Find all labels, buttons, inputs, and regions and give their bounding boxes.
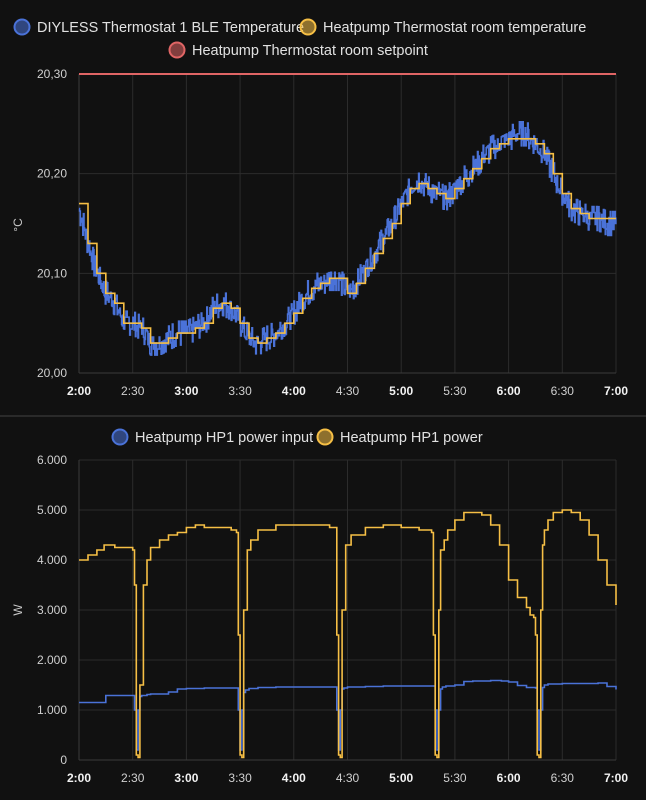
series-line-2 [79, 138, 616, 344]
legend-label: DIYLESS Thermostat 1 BLE Temperature [37, 20, 304, 36]
series-line-1 [78, 121, 617, 356]
y-axis-title: W [11, 604, 25, 616]
x-tick-label: 6:30 [551, 771, 575, 785]
temperature-chart: 20,00 20,10 20,20 20,30 2:00 2:30 3:00 3:30 4:00… [11, 18, 628, 398]
y-tick-label: 2.000 [37, 653, 67, 667]
legend-marker [13, 18, 31, 36]
x-tick-label: 4:30 [336, 771, 360, 785]
y-tick-label: 20,20 [37, 167, 67, 181]
y-axis-title: °C [11, 218, 25, 232]
x-tick-label: 5:00 [389, 771, 413, 785]
x-tick-label: 6:30 [551, 384, 575, 398]
y-tick-label: 1.000 [37, 703, 67, 717]
x-tick-label: 3:30 [228, 384, 252, 398]
x-tick-label: 2:30 [121, 771, 145, 785]
x-tick-label: 4:00 [282, 771, 306, 785]
legend-marker [111, 428, 129, 446]
x-tick-label: 7:00 [604, 384, 628, 398]
x-tick-label: 6:00 [497, 771, 521, 785]
y-tick-label: 20,00 [37, 366, 67, 380]
x-tick-label: 4:00 [282, 384, 306, 398]
legend-label: Heatpump Thermostat room setpoint [192, 43, 428, 59]
y-tick-label: 20,10 [37, 266, 67, 280]
x-tick-label: 4:30 [336, 384, 360, 398]
legend-label: Heatpump Thermostat room temperature [323, 20, 586, 36]
power-chart: 0 1.000 2.000 3.000 4.000 5.000 6.000 2:00 2:30 3… [11, 428, 628, 785]
x-tick-label: 5:30 [443, 384, 467, 398]
x-tick-label: 3:00 [174, 771, 198, 785]
legend-label: Heatpump HP1 power [340, 430, 483, 446]
x-tick-label: 3:00 [174, 384, 198, 398]
x-tick-label: 5:00 [389, 384, 413, 398]
x-tick-label: 3:30 [228, 771, 252, 785]
y-tick-label: 20,30 [37, 67, 67, 81]
y-tick-label: 5.000 [37, 503, 67, 517]
legend-marker [299, 18, 317, 36]
x-tick-label: 7:00 [604, 771, 628, 785]
x-tick-label: 6:00 [497, 384, 521, 398]
y-tick-label: 0 [60, 753, 67, 767]
x-tick-label: 5:30 [443, 771, 467, 785]
y-tick-label: 3.000 [37, 603, 67, 617]
legend-item[interactable]: DIYLESS Thermostat 1 BLE Temperature [13, 18, 305, 37]
x-tick-label: 2:00 [67, 384, 91, 398]
legend-item[interactable]: Heatpump Thermostat room setpoint [168, 41, 428, 60]
legend-marker [316, 428, 334, 446]
legend-item[interactable]: Heatpump HP1 power [316, 428, 483, 447]
legend-marker [168, 41, 186, 59]
x-tick-label: 2:30 [121, 384, 145, 398]
x-tick-label: 2:00 [67, 771, 91, 785]
legend-item[interactable]: Heatpump HP1 power input [111, 428, 314, 447]
legend-item[interactable]: Heatpump Thermostat room temperature [299, 18, 587, 37]
series-line-2 [79, 509, 617, 759]
y-tick-label: 4.000 [37, 553, 67, 567]
y-tick-label: 6.000 [37, 453, 67, 467]
legend-label: Heatpump HP1 power input [135, 430, 313, 446]
